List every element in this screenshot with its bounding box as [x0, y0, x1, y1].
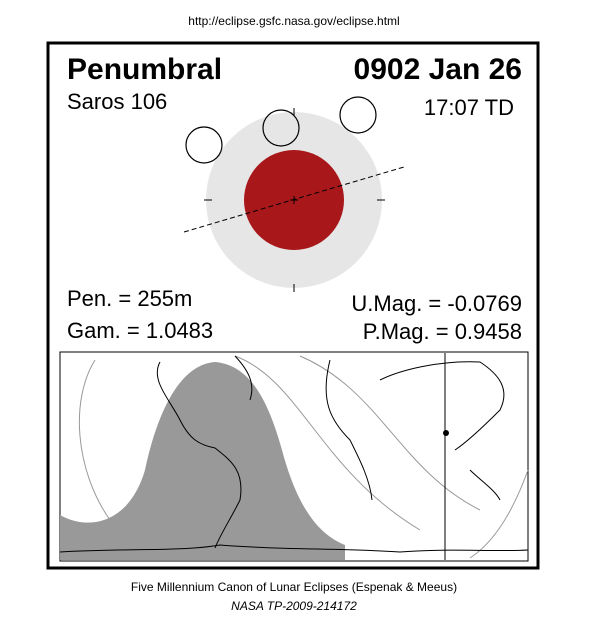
- eclipse-type: Penumbral: [67, 53, 222, 86]
- axis-ticks: [204, 108, 385, 292]
- contact-curves: [78, 355, 529, 559]
- coastlines: [156, 355, 505, 549]
- eclipse-date: 0902 Jan 26: [354, 53, 522, 86]
- time: 17:07 TD: [424, 95, 514, 120]
- footer-caption: Five Millennium Canon of Lunar Eclipses …: [131, 580, 457, 594]
- greatest-eclipse-point: [443, 430, 449, 436]
- source-url: http://eclipse.gsfc.nasa.gov/eclipse.htm…: [188, 14, 399, 28]
- moon: [262, 109, 300, 147]
- moon: [185, 126, 223, 164]
- antarctica-coast: [59, 544, 529, 553]
- umbral-magnitude: U.Mag. = -0.0769: [351, 291, 522, 316]
- visibility-region: [60, 362, 345, 560]
- world-map: [59, 351, 529, 562]
- penumbral-duration: Pen. = 255m: [67, 286, 192, 311]
- gamma: Gam. = 1.0483: [67, 318, 213, 343]
- saros: Saros 106: [67, 89, 167, 114]
- panel-border: [46, 41, 540, 570]
- moon: [339, 96, 377, 134]
- footer-reference: NASA TP-2009-214172: [231, 599, 357, 613]
- penumbral-magnitude: P.Mag. = 0.9458: [363, 319, 522, 344]
